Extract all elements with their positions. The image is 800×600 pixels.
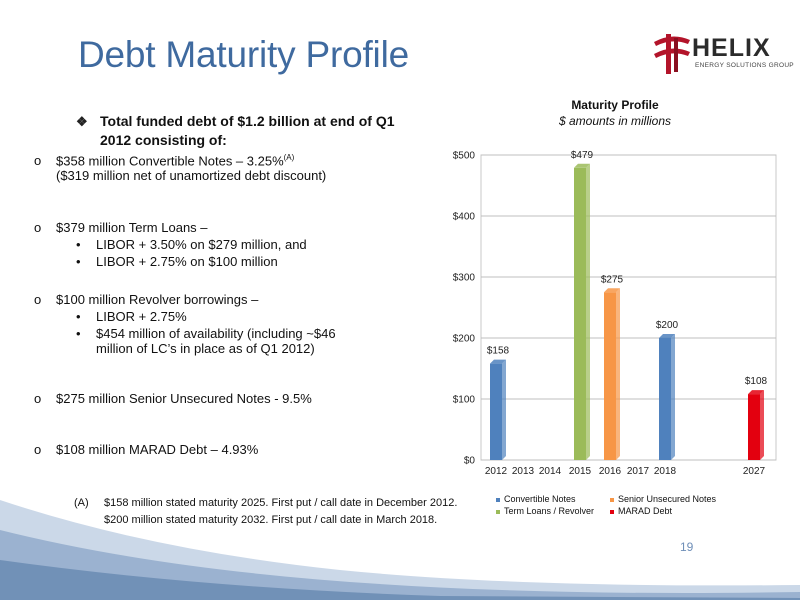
sub-bullet-text: LIBOR + 3.50% on $279 million, and (96, 237, 307, 252)
footnote-ref: (A) (283, 153, 295, 162)
y-tick-label: $0 (464, 456, 476, 467)
legend-swatch (610, 497, 614, 502)
x-tick-label: 2016 (599, 466, 622, 477)
plot-area (480, 154, 777, 461)
bar (574, 167, 586, 460)
legend-item: Term Loans / Revolver (496, 506, 594, 516)
page-number: 19 (680, 540, 694, 554)
footnote-line: $158 million stated maturity 2025. First… (104, 497, 458, 509)
legend-swatch (610, 509, 614, 514)
bar-side (760, 390, 764, 460)
y-tick-label: $200 (453, 334, 476, 345)
x-tick-label: 2017 (627, 466, 650, 477)
diamond-bullet-icon: ❖ (76, 114, 88, 129)
x-tick-label: 2018 (654, 466, 677, 477)
legend-item: Convertible Notes (496, 494, 576, 504)
item-text: $379 million Term Loans – (56, 220, 208, 235)
logo-name: HELIX (692, 34, 771, 62)
dot-bullet-icon: • (76, 237, 81, 252)
data-label: $479 (571, 150, 594, 161)
item-text: $100 million Revolver borrowings – (56, 292, 259, 307)
bar (604, 292, 616, 460)
legend-label: Term Loans / Revolver (504, 506, 595, 516)
chart-title: Maturity Profile (571, 98, 659, 112)
x-tick-label: 2014 (539, 466, 562, 477)
debt-summary: ❖ Total funded debt of $1.2 billion at e… (74, 112, 414, 150)
maturity-chart: $0 $100 $200 $300 $400 $500 2012 2013 2014 2015 20… (453, 150, 777, 477)
data-label: $200 (656, 320, 679, 331)
legend-label: Convertible Notes (504, 494, 576, 504)
x-tick-label: 2015 (569, 466, 592, 477)
sub-bullet-text: LIBOR + 2.75% on $100 million (96, 254, 278, 269)
helix-logo-icon (654, 34, 690, 74)
item-text: $108 million MARAD Debt – 4.93% (56, 442, 259, 457)
y-tick-label: $100 (453, 395, 476, 406)
bar (659, 338, 671, 460)
x-tick-label: 2027 (743, 466, 766, 477)
legend-label: MARAD Debt (618, 506, 673, 516)
chart-subtitle: $ amounts in millions (558, 114, 672, 128)
data-label: $158 (487, 346, 510, 357)
bar (748, 394, 760, 460)
footnote-line: $200 million stated maturity 2032. First… (104, 514, 438, 526)
dot-bullet-icon: • (76, 254, 81, 269)
bar-top (748, 390, 764, 395)
decorative-wave (0, 500, 800, 600)
bar-top (604, 288, 620, 293)
item-text: $358 million Convertible Notes – 3.25% (56, 153, 284, 169)
circle-bullet-icon: o (34, 220, 42, 235)
sub-bullet-text: LIBOR + 2.75% (96, 309, 187, 324)
item-text: ($319 million net of unamortized debt di… (56, 168, 327, 184)
sub-bullet-text: $454 million of availability (including … (96, 326, 336, 356)
bar-side (671, 334, 675, 460)
legend-item: Senior Unsecured Notes (610, 494, 716, 504)
x-tick-label: 2012 (485, 466, 508, 477)
x-tick-label: 2013 (512, 466, 535, 477)
y-tick-label: $400 (453, 212, 476, 223)
bar-top (574, 163, 590, 168)
dot-bullet-icon: • (76, 326, 81, 341)
page-title: Debt Maturity Profile (78, 34, 409, 75)
circle-bullet-icon: o (34, 153, 42, 168)
legend-label: Senior Unsecured Notes (618, 494, 717, 504)
y-tick-label: $300 (453, 273, 476, 284)
item-text: $275 million Senior Unsecured Notes - 9.… (56, 391, 312, 406)
helix-logo: HELIX ENERGY SOLUTIONS GROUP (652, 30, 794, 90)
circle-bullet-icon: o (34, 292, 42, 307)
circle-bullet-icon: o (34, 391, 42, 406)
bar-side (616, 288, 620, 460)
bar-top (490, 359, 506, 364)
legend-swatch (496, 509, 500, 514)
circle-bullet-icon: o (34, 442, 42, 457)
bar-side (502, 359, 506, 460)
main-bullet: ❖ Total funded debt of $1.2 billion at e… (74, 112, 414, 150)
logo-subtitle: ENERGY SOLUTIONS GROUP (695, 62, 794, 69)
legend-item: MARAD Debt (610, 506, 672, 516)
data-label: $108 (745, 376, 768, 387)
bar-side (586, 163, 590, 460)
bar-top (659, 334, 675, 338)
main-bullet-text: Total funded debt of $1.2 billion at end… (100, 113, 395, 148)
footnote-marker: (A) (74, 497, 89, 509)
dot-bullet-icon: • (76, 309, 81, 324)
y-tick-label: $500 (453, 151, 476, 162)
legend-swatch (496, 497, 500, 502)
data-label: $275 (601, 274, 624, 285)
bar (490, 363, 502, 460)
